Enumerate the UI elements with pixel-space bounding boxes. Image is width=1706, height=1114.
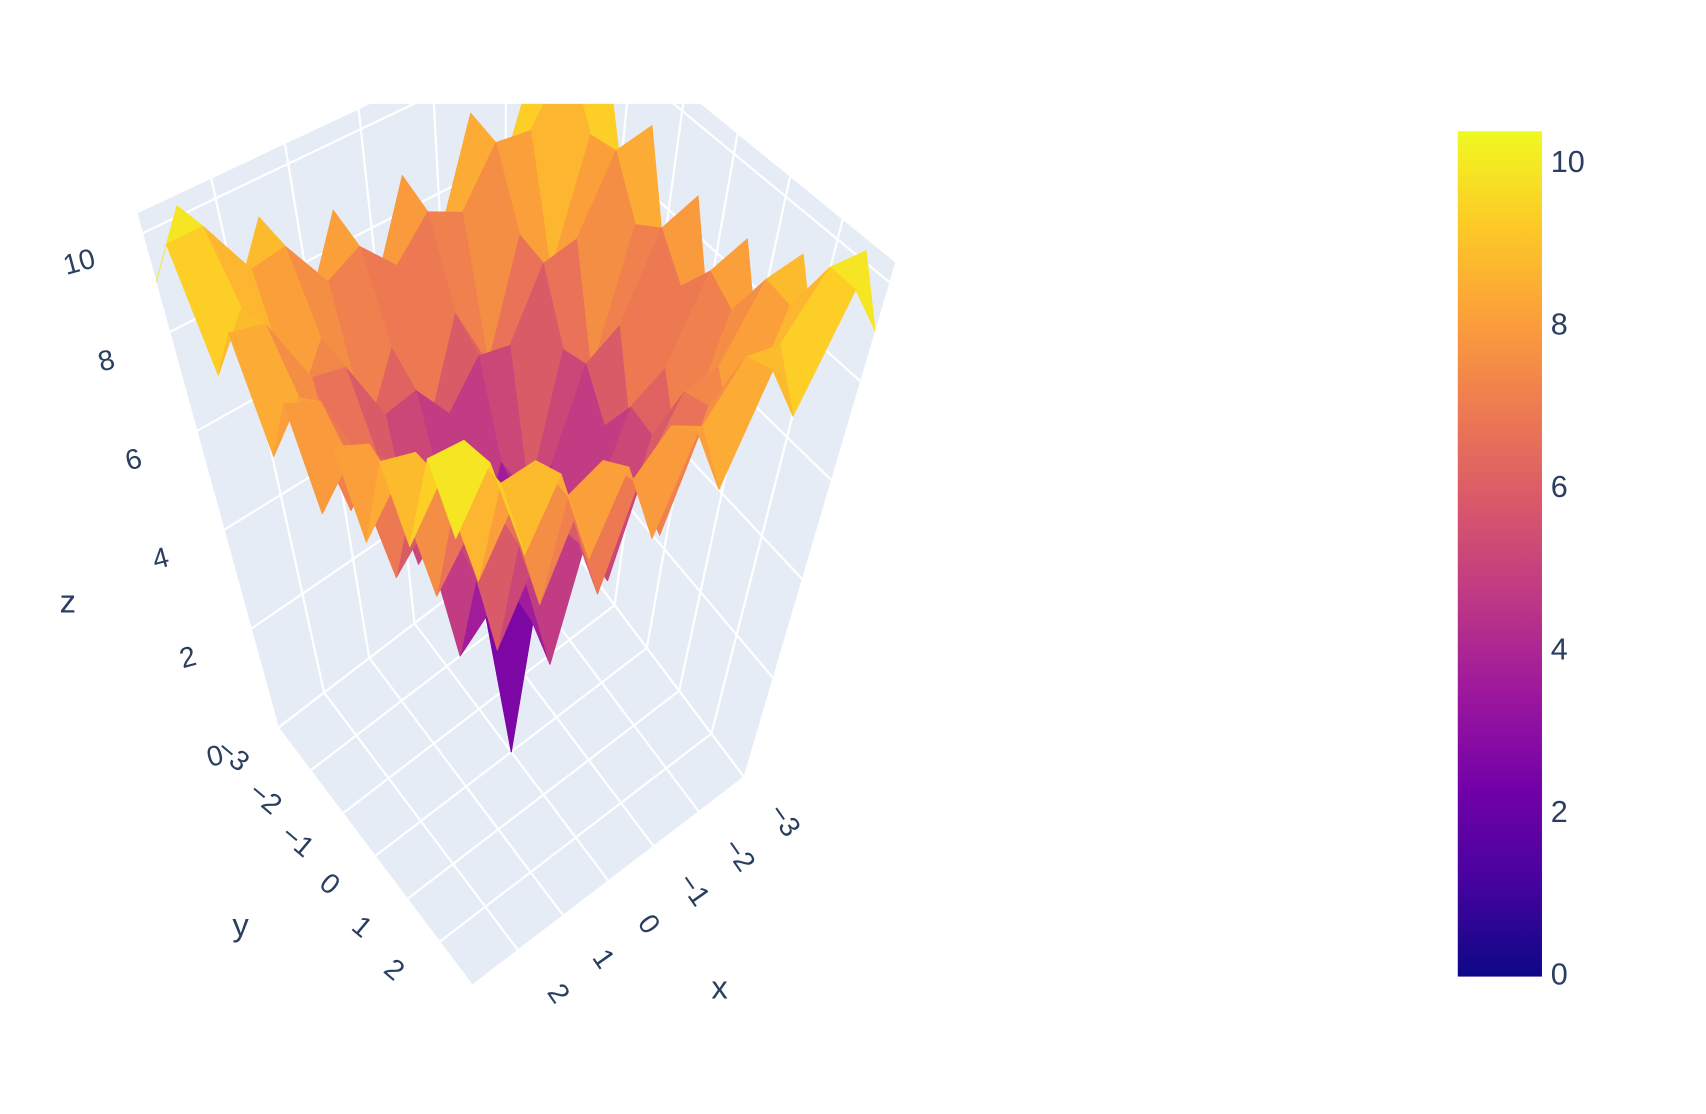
x-tick-label: −1: [671, 867, 716, 912]
y-axis-title: y: [232, 906, 249, 943]
scene: [137, 33, 896, 985]
colorbar-tick-label: 0: [1551, 958, 1568, 992]
x-tick-label: 1: [586, 943, 621, 974]
x-axis-title: x: [711, 968, 728, 1005]
z-tick-label: 2: [176, 640, 200, 675]
grid-line: [142, 103, 891, 284]
x-tick-label: −3: [762, 798, 807, 843]
y-tick-label: 2: [378, 952, 411, 987]
y-tick-label: −1: [275, 819, 320, 864]
colorbar-scale: [1457, 131, 1542, 977]
y-tick-label: 1: [346, 910, 379, 945]
y-tick-label: −2: [242, 776, 287, 821]
z-tick-label: 10: [60, 243, 99, 282]
colorbar: 0 2 4 6 8 10: [1457, 131, 1585, 992]
z-tick-label: 4: [149, 541, 173, 576]
x-tick-label: −2: [717, 833, 762, 878]
colorbar-tick-label: 4: [1551, 633, 1568, 667]
z-tick-label: 6: [122, 442, 146, 477]
y-tick-label: 0: [313, 867, 346, 902]
x-tick-label: 2: [541, 978, 576, 1009]
surface-patch: [543, 33, 606, 74]
colorbar-tick-label: 10: [1551, 145, 1585, 179]
colorbar-tick-label: 8: [1551, 307, 1568, 341]
z-tick-label: 8: [95, 344, 119, 379]
colorbar-tick-label: 6: [1551, 470, 1568, 504]
colorbar-tick-label: 2: [1551, 795, 1568, 829]
surface-patch: [426, 439, 491, 539]
z-axis-title: z: [60, 582, 76, 619]
x-tick-label: 0: [631, 909, 666, 940]
